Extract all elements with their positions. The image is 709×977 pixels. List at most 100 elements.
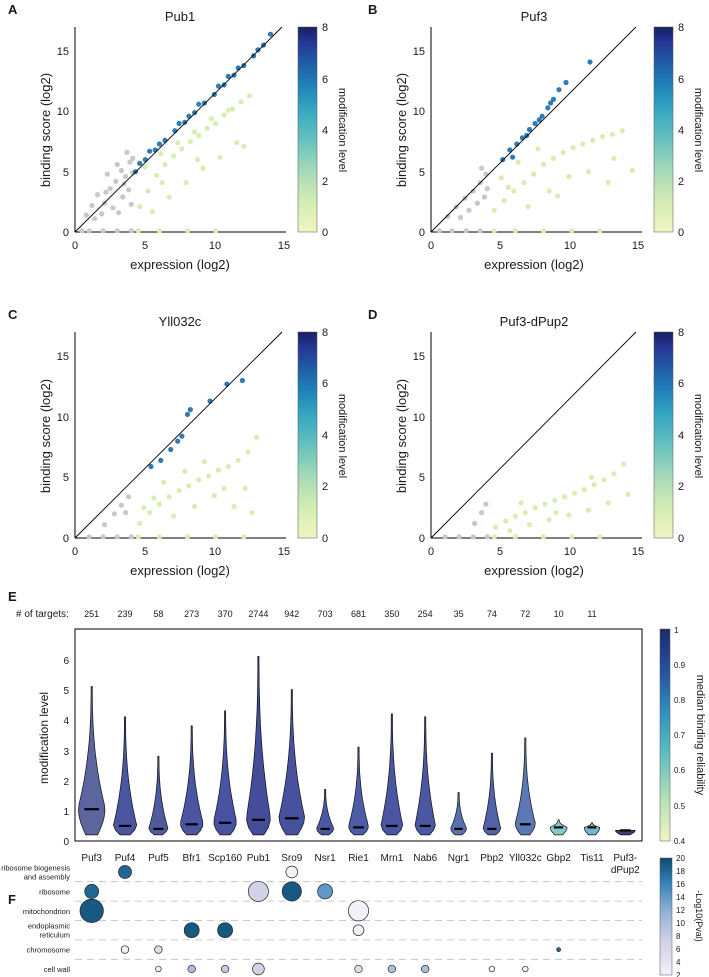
axis-ticks: 0 5 10 15 0 5 10 15 (413, 351, 644, 558)
scatter-point (611, 155, 617, 161)
scatter-point (515, 159, 521, 165)
target-count: 703 (318, 609, 333, 619)
category-label: Tis11 (580, 853, 604, 864)
violin-body (450, 792, 467, 836)
scatter-point (224, 381, 230, 387)
violin-body (148, 755, 169, 836)
y-tick-label: 10 (413, 412, 425, 424)
scatter-point (445, 213, 451, 219)
bubble (154, 945, 163, 954)
scatter-point (532, 120, 538, 127)
scatter-point (100, 534, 106, 540)
scatter-point (566, 512, 572, 518)
scatter-point (474, 200, 480, 206)
row-label: chromosome (27, 946, 70, 955)
x-tick-label: 5 (497, 546, 503, 558)
scatter-point (600, 134, 606, 140)
scatter-point (128, 534, 134, 540)
category-label: Nab6 (413, 853, 437, 864)
scatter-point (241, 63, 247, 69)
scatter-point (457, 214, 464, 221)
scatter-panel-d: D Puf3-dPup2 0 5 10 15 0 5 10 15 express… (368, 307, 704, 578)
target-count: 10 (554, 609, 564, 619)
scatter-point (125, 187, 132, 193)
scatter-point (158, 457, 164, 463)
data-points (436, 59, 635, 234)
violin-panel-e: E # of targets: 251 239 58 273 370 2744 942 703… (8, 589, 706, 876)
scatter-point (491, 228, 497, 234)
scatter-point (196, 477, 202, 483)
target-counts: 251 239 58 273 370 2744 942 703 681 350 254 35 74 72 1… (84, 609, 596, 619)
colorbar (653, 26, 674, 233)
violin-body (348, 746, 369, 836)
category-label: Puf5 (148, 853, 169, 864)
scatter-point (484, 186, 490, 192)
scatter-point (194, 157, 200, 163)
scatter-point (127, 159, 133, 165)
colorbar-ticks: 0 2 4 6 8 (678, 327, 684, 545)
colorbar-tick-label: 8 (322, 327, 328, 339)
colorbar-tick-label: 0.4 (674, 837, 686, 846)
y-tick-label: 5 (63, 167, 69, 179)
y-tick-label: 0 (419, 533, 425, 545)
scatter-point (179, 433, 185, 439)
y-tick-label: 0 (63, 533, 69, 545)
scatter-point (255, 47, 261, 53)
scatter-point (597, 534, 603, 540)
scatter-point (483, 171, 489, 177)
x-tick-label: 5 (142, 240, 148, 252)
colorbar-tick-label: 4 (678, 430, 684, 442)
scatter-point (128, 201, 134, 207)
scatter-point (542, 501, 548, 507)
y-tick-label: 15 (57, 46, 69, 58)
category-label: Yll032c (509, 853, 542, 864)
colorbar-tick-label: 2 (678, 176, 684, 188)
scatter-point (114, 228, 120, 234)
scatter-point (585, 169, 592, 175)
scatter-point (560, 149, 566, 155)
bubble (252, 962, 265, 976)
scatter-point (503, 518, 509, 524)
scatter-point (118, 167, 124, 174)
colorbar-tick-label: 0.6 (674, 766, 686, 775)
scatter-point (581, 486, 587, 493)
scatter-point (267, 31, 274, 37)
target-count: 942 (284, 609, 299, 619)
panel-letter: F (8, 892, 16, 907)
scatter-point (507, 528, 513, 534)
colorbar-tick-label: 8 (678, 327, 684, 339)
scatter-point (184, 411, 191, 417)
scatter-point (619, 128, 625, 134)
scatter-point (241, 143, 247, 149)
y-tick-label: 5 (63, 686, 69, 697)
scatter-point (493, 524, 499, 530)
colorbar-tick-label: 0.9 (674, 661, 686, 670)
colorbar (659, 628, 671, 842)
colorbar-tick-label: 0.5 (674, 802, 686, 811)
category-label: Pbp2 (480, 853, 504, 864)
scatter-point (215, 467, 222, 473)
colorbar-tick-label: 2 (678, 481, 684, 493)
violin-body (316, 789, 334, 836)
scatter-point (207, 398, 213, 404)
scatter-point (135, 228, 141, 234)
scatter-point (186, 483, 192, 489)
panel-letter: E (8, 589, 17, 604)
colorbar-label: modification level (336, 88, 348, 172)
scatter-point (521, 180, 527, 186)
colorbar-tick-label: 6 (322, 378, 328, 390)
scatter-point (601, 477, 607, 483)
colorbar-tick-label: 1 (674, 626, 679, 635)
target-count: 58 (153, 609, 163, 619)
x-tick-label: 15 (278, 240, 290, 252)
scatter-point (166, 494, 172, 500)
chart-title: Puf3-dPup2 (500, 314, 569, 329)
scatter-point (505, 184, 511, 190)
category-label: Puf3-dPup2 (611, 853, 640, 876)
scatter-point (522, 509, 528, 516)
data-points (79, 31, 274, 234)
scatter-point (484, 534, 490, 540)
bubble-panel-f: F ribosome biogenesis and assemblyribosom… (1, 854, 704, 977)
x-tick-label: 10 (209, 240, 221, 252)
scatter-point (550, 96, 557, 102)
